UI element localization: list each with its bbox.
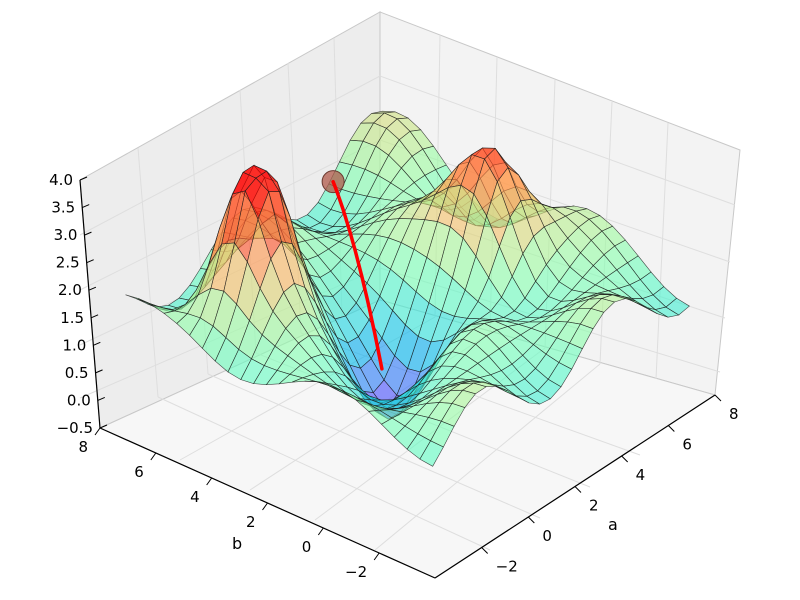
z-tick — [99, 424, 108, 429]
z-tick — [84, 231, 92, 236]
b-tick-label: 4 — [190, 488, 200, 506]
z-tick-label: 1.0 — [62, 336, 86, 354]
z-tick-label: 0.5 — [65, 364, 89, 382]
z-tick-label: 4.0 — [49, 171, 73, 189]
b-tick — [206, 477, 213, 486]
z-tick-label: 1.5 — [60, 309, 84, 327]
a-tick — [527, 516, 535, 524]
a-tick-label: 2 — [589, 497, 599, 515]
b-axis-ticks: −2 0 2 4 6 8 — [78, 427, 380, 581]
b-tick-label: 0 — [302, 538, 312, 556]
a-tick — [714, 394, 722, 402]
a-tick-label: 6 — [682, 436, 692, 454]
surface-facet — [419, 440, 444, 467]
z-tick — [88, 286, 97, 291]
z-tick-label: 2.5 — [56, 254, 80, 272]
z-tick-label: 3.0 — [54, 226, 78, 244]
z-tick — [79, 176, 88, 181]
a-tick — [481, 547, 489, 554]
a-tick — [621, 455, 629, 463]
z-tick — [86, 259, 94, 264]
a-tick — [574, 486, 582, 493]
a-tick-label: 0 — [542, 527, 552, 545]
b-tick-label: 2 — [246, 513, 256, 531]
z-tick — [90, 314, 99, 319]
z-tick-label: 3.5 — [51, 199, 75, 217]
z-tick — [95, 369, 103, 374]
z-tick — [82, 204, 90, 209]
x-axis-label: a — [608, 515, 618, 534]
b-tick — [317, 527, 324, 536]
b-tick-label: −2 — [345, 563, 367, 581]
surface-mesh — [125, 110, 690, 467]
a-tick-label: 8 — [729, 405, 739, 423]
z-tick-label: −0.5 — [57, 419, 93, 437]
a-tick — [667, 425, 675, 432]
z-tick — [97, 396, 105, 401]
b-tick — [373, 552, 380, 561]
z-tick — [93, 341, 101, 346]
z-tick-label: 2.0 — [58, 281, 82, 299]
descent-path — [331, 179, 384, 371]
a-tick-label: −2 — [496, 558, 518, 576]
b-tick-label: 6 — [134, 463, 144, 481]
b-tick — [150, 452, 157, 461]
b-tick — [262, 502, 268, 511]
a-tick-label: 4 — [636, 466, 646, 484]
z-axis-ticks: −0.5 0.0 0.5 1.0 1.5 2.0 2.5 3.0 3.5 4.0 — [49, 171, 108, 437]
y-axis-label: b — [232, 534, 242, 553]
b-tick-label: 8 — [78, 438, 88, 456]
z-tick-label: 0.0 — [67, 391, 91, 409]
b-tick — [94, 427, 101, 436]
a-axis-ticks: −2 0 2 4 6 8 — [481, 394, 739, 576]
